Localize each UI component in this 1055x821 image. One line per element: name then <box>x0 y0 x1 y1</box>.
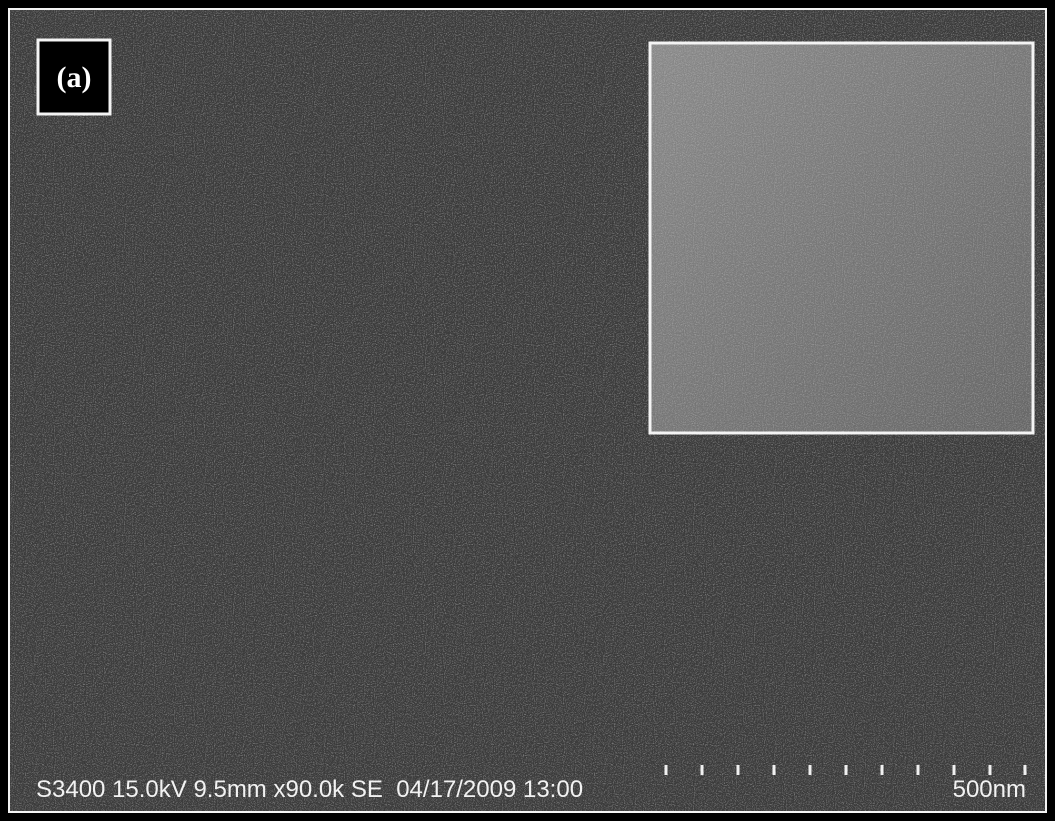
sem-micrograph: (a) S3400 15.0kV 9.5mm x90.0k SE 04/17/2… <box>0 0 1055 821</box>
acquisition-parameters: S3400 15.0kV 9.5mm x90.0k SE 04/17/2009 … <box>36 776 583 803</box>
panel-label: (a) <box>57 61 92 94</box>
inset-image <box>650 43 1033 433</box>
scale-label: 500nm <box>953 776 1026 803</box>
